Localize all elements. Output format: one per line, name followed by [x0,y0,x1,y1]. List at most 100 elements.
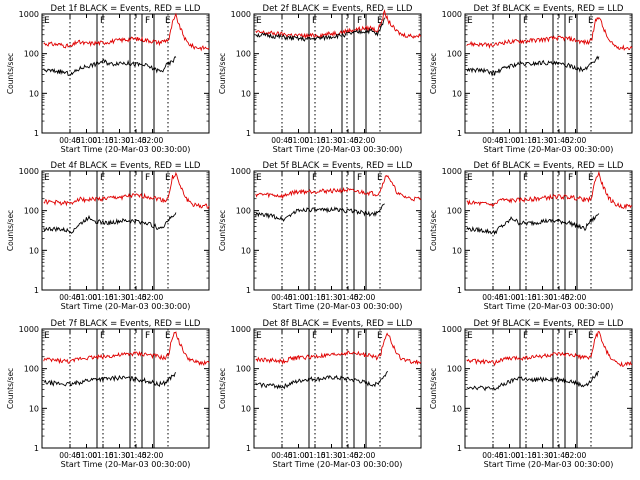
y-tick-label: 1000 [231,325,251,334]
chart-panel: Det 8f BLACK = Events, RED = LLD 1 10 100 10… [218,319,422,469]
x-tick-label: 01:15 [304,451,326,460]
x-tick-label: 01:45 [548,451,570,460]
x-tick-label: 01:15 [304,293,326,302]
x-tick-label: 02:00 [354,293,376,302]
plot-frame [464,13,633,134]
chart-panel: Det 4f BLACK = Events, RED = LLD 1 10 100 10… [6,161,210,311]
region-letter: E [256,331,262,341]
y-tick-label: 10 [29,404,39,413]
y-tick-label: 1000 [19,10,39,19]
region-letter: E [467,173,473,183]
region-letter: E [588,331,594,341]
x-tick-label: 02:00 [354,136,376,145]
series-line-lld [466,330,633,367]
chart-panel: Det 1f BLACK = Events, RED = LLD 1 10 100 10… [6,4,210,154]
region-letter: F [100,173,105,183]
x-tick-label: 01:15 [515,293,537,302]
y-tick-label: 10 [241,404,251,413]
y-tick-label: 100 [447,207,462,216]
x-tick-label: 01:45 [337,451,359,460]
region-letter: E [467,331,473,341]
x-tick-label: 01:30 [532,136,554,145]
x-tick-label: 01:45 [337,293,359,302]
series-line-events [255,371,389,390]
x-tick-label: 00:45 [271,136,293,145]
plot-frame [464,170,633,291]
chart-title: Det 2f BLACK = Events, RED = LLD [263,4,413,14]
chart-panel: Det 7f BLACK = Events, RED = LLD 1 10 100 10… [6,319,210,469]
region-letter: E [256,16,262,26]
y-tick-label: 1 [246,444,251,453]
region-letter: F [312,331,317,341]
region-letter: E [588,16,594,26]
region-letter: F [568,16,573,26]
y-axis-label: Counts/sec [429,210,438,251]
x-tick-label: 00:45 [59,293,81,302]
region-letter: E [44,173,50,183]
y-tick-label: 100 [24,365,39,374]
chart-panel: Det 5f BLACK = Events, RED = LLD 1 10 100 10… [218,161,422,311]
x-tick-label: 00:45 [482,451,504,460]
y-tick-label: 100 [236,207,251,216]
y-axis-label: Counts/sec [218,53,227,94]
y-tick-label: 1 [34,444,39,453]
region-letter: F [145,173,150,183]
y-tick-label: 10 [241,89,251,98]
x-tick-label: 01:45 [548,136,570,145]
y-tick-label: 100 [236,50,251,59]
x-tick-label: 01:00 [288,451,310,460]
x-tick-label: 01:00 [76,451,98,460]
region-letter: F [568,173,573,183]
x-axis-label: Start Time (20-Mar-03 00:30:00) [484,302,614,311]
y-tick-label: 1 [34,286,39,295]
x-tick-label: 00:45 [59,451,81,460]
y-tick-label: 100 [447,50,462,59]
series-line-events [255,203,385,223]
region-letter: F [100,331,105,341]
x-tick-label: 00:45 [482,136,504,145]
plot-frame [253,13,422,134]
plot-frame [41,170,210,291]
x-tick-label: 01:45 [337,136,359,145]
series-line-events [466,213,600,236]
plot-frame [253,328,422,449]
series-line-lld [466,170,633,210]
x-tick-label: 01:15 [92,293,114,302]
region-letter: E [377,173,383,183]
chart-title: Det 8f BLACK = Events, RED = LLD [263,319,413,329]
x-tick-label: 01:30 [109,136,131,145]
chart-title: Det 7f BLACK = Events, RED = LLD [51,319,201,329]
x-tick-label: 00:45 [59,136,81,145]
plot-frame [41,328,210,449]
region-letter: E [256,173,262,183]
chart-panel: Det 2f BLACK = Events, RED = LLD 1 10 100 10… [218,4,422,154]
x-tick-label: 02:00 [142,136,164,145]
chart-panel: Det 9f BLACK = Events, RED = LLD 1 10 100 10… [429,319,633,469]
chart-title: Det 6f BLACK = Events, RED = LLD [474,161,624,171]
x-tick-label: 01:30 [321,451,343,460]
series-line-lld [43,171,210,209]
y-axis-label: Counts/sec [6,210,15,251]
chart-panel: Det 3f BLACK = Events, RED = LLD 1 10 100 10… [429,4,633,154]
y-tick-label: 1 [34,129,39,138]
x-tick-label: 01:00 [288,136,310,145]
y-tick-label: 1 [457,286,462,295]
region-letter: F [568,331,573,341]
x-tick-label: 01:00 [499,451,521,460]
x-tick-label: 01:00 [76,293,98,302]
region-letter: F [357,173,362,183]
y-axis-label: Counts/sec [429,53,438,94]
chart-title: Det 1f BLACK = Events, RED = LLD [51,4,201,14]
region-letter: E [44,16,50,26]
x-tick-label: 01:30 [532,293,554,302]
region-letter: E [377,331,383,341]
chart-title: Det 5f BLACK = Events, RED = LLD [263,161,413,171]
y-tick-label: 1000 [19,167,39,176]
region-letter: E [588,173,594,183]
x-tick-label: 01:15 [515,451,537,460]
series-line-lld [466,16,633,51]
y-tick-label: 1000 [231,167,251,176]
x-axis-label: Start Time (20-Mar-03 00:30:00) [273,302,403,311]
y-axis-label: Counts/sec [218,210,227,251]
chart-panel: Det 6f BLACK = Events, RED = LLD 1 10 100 10… [429,161,633,311]
